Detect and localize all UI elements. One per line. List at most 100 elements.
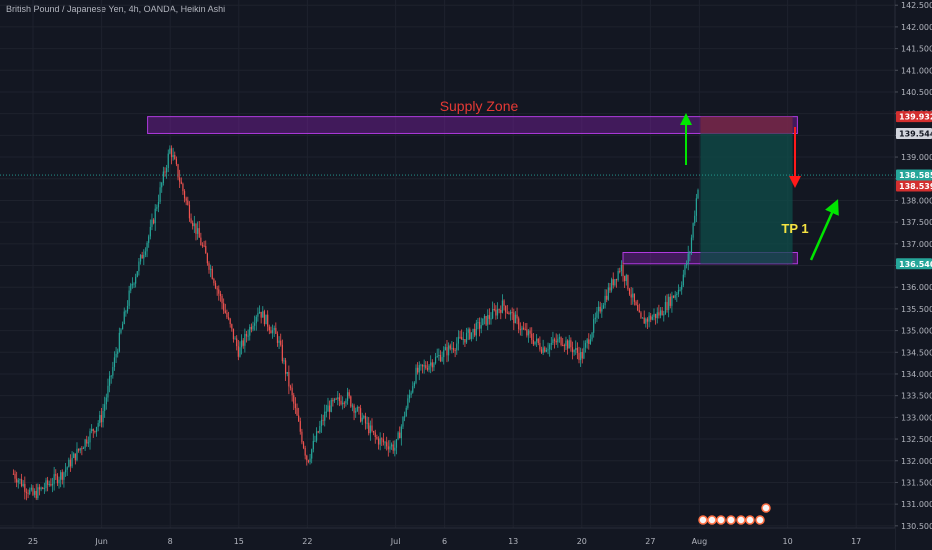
candle-body (78, 448, 80, 451)
candle-body (164, 171, 166, 173)
candle-body (679, 289, 681, 291)
price-axis[interactable]: 130.500 131.000 131.500 132.000 132.500 133.0… (894, 0, 932, 550)
candle-body (143, 254, 145, 259)
tp-label[interactable]: TP 1 (781, 221, 808, 236)
candle-body (477, 322, 479, 324)
economic-event-icon[interactable] (726, 515, 736, 525)
candle-body (599, 306, 601, 312)
economic-event-icon[interactable] (761, 503, 771, 513)
candle-body (444, 347, 446, 351)
candle-body (364, 416, 367, 424)
candle-body (79, 448, 81, 451)
candle-body (426, 367, 429, 370)
candle-body (609, 287, 611, 291)
y-tick-label: 139.000 (901, 153, 932, 162)
candle-body (443, 350, 445, 358)
candle-body (327, 405, 329, 412)
candle-body (669, 296, 671, 306)
economic-event-icon[interactable] (736, 515, 746, 525)
candle-body (219, 293, 222, 296)
candle-body (126, 305, 129, 312)
candle-body (151, 219, 153, 227)
candle-body (615, 279, 618, 281)
candle-body (412, 386, 414, 393)
candle-body (174, 155, 176, 160)
candle-body (283, 360, 285, 362)
economic-event-icon[interactable] (745, 515, 755, 525)
y-tick-label: 137.500 (901, 218, 932, 227)
candle-body (488, 315, 490, 319)
candle-body (56, 475, 59, 484)
candle-body (291, 387, 293, 396)
candle-body (690, 237, 693, 253)
position-target-area[interactable] (700, 133, 793, 264)
candle-body (157, 201, 160, 208)
candle-body (161, 182, 163, 188)
candle-body (356, 406, 358, 411)
candle-body (325, 411, 327, 413)
candle-body (439, 354, 442, 362)
candle-body (340, 400, 342, 405)
candle-body (568, 340, 570, 349)
candle-body (584, 343, 587, 348)
candle-body (232, 328, 235, 340)
candle-body (415, 367, 417, 383)
candle-body (146, 242, 148, 252)
candle-body (193, 223, 195, 227)
candle-body (619, 271, 621, 273)
candle-body (276, 333, 279, 343)
candle-body (154, 208, 156, 224)
y-tick-label: 133.500 (901, 392, 932, 401)
candle-body (335, 398, 337, 400)
candle-body (76, 448, 78, 461)
candle-body (617, 271, 619, 281)
candle-body (563, 345, 565, 347)
candle-body (89, 431, 91, 443)
candle-body (69, 459, 72, 467)
candle-body (208, 263, 210, 270)
candle-body (42, 487, 44, 489)
candle-body (545, 350, 548, 352)
candle-body (495, 309, 497, 316)
candle-body (622, 264, 624, 277)
candle-body (17, 480, 19, 483)
candle-body (338, 397, 340, 401)
time-axis[interactable]: 25 Jun 8 15 22 Jul 6 13 20 27 Aug 10 17 (0, 527, 895, 550)
candle-body (315, 431, 318, 441)
economic-event-icon[interactable] (698, 515, 708, 525)
candle-body (29, 489, 31, 494)
candle-body (353, 405, 355, 413)
candle-body (267, 314, 269, 327)
candle-body (677, 290, 680, 294)
economic-event-icon[interactable] (755, 515, 765, 525)
candle-body (320, 419, 323, 427)
candle-body (570, 340, 572, 348)
candle-body (216, 288, 218, 290)
candle-body (656, 312, 658, 319)
candle-body (430, 362, 432, 366)
symbol-title: British Pound / Japanese Yen, 4h, OANDA,… (6, 4, 226, 14)
candle-body (537, 338, 539, 344)
candle-body (348, 392, 350, 397)
candle-body (141, 254, 143, 259)
candle-body (404, 416, 406, 418)
supply-zone-label[interactable]: Supply Zone (440, 98, 519, 114)
candle-body (454, 350, 456, 352)
candle-body (531, 333, 533, 340)
candle-body (540, 349, 543, 353)
position-stop-area[interactable] (700, 116, 793, 134)
green-arrow-diagonal[interactable] (809, 199, 839, 261)
candle-body (159, 187, 161, 202)
candle-body (361, 417, 363, 422)
economic-event-icon[interactable] (716, 515, 726, 525)
event-markers[interactable] (698, 503, 771, 525)
economic-event-icon[interactable] (707, 515, 717, 525)
candle-body (87, 442, 89, 444)
candle-body (532, 339, 534, 345)
supply-zone-box[interactable] (147, 116, 798, 134)
y-tick-label: 131.500 (901, 478, 932, 487)
candle-body (687, 253, 689, 264)
candle-body (342, 402, 344, 405)
candle-body (627, 275, 629, 290)
